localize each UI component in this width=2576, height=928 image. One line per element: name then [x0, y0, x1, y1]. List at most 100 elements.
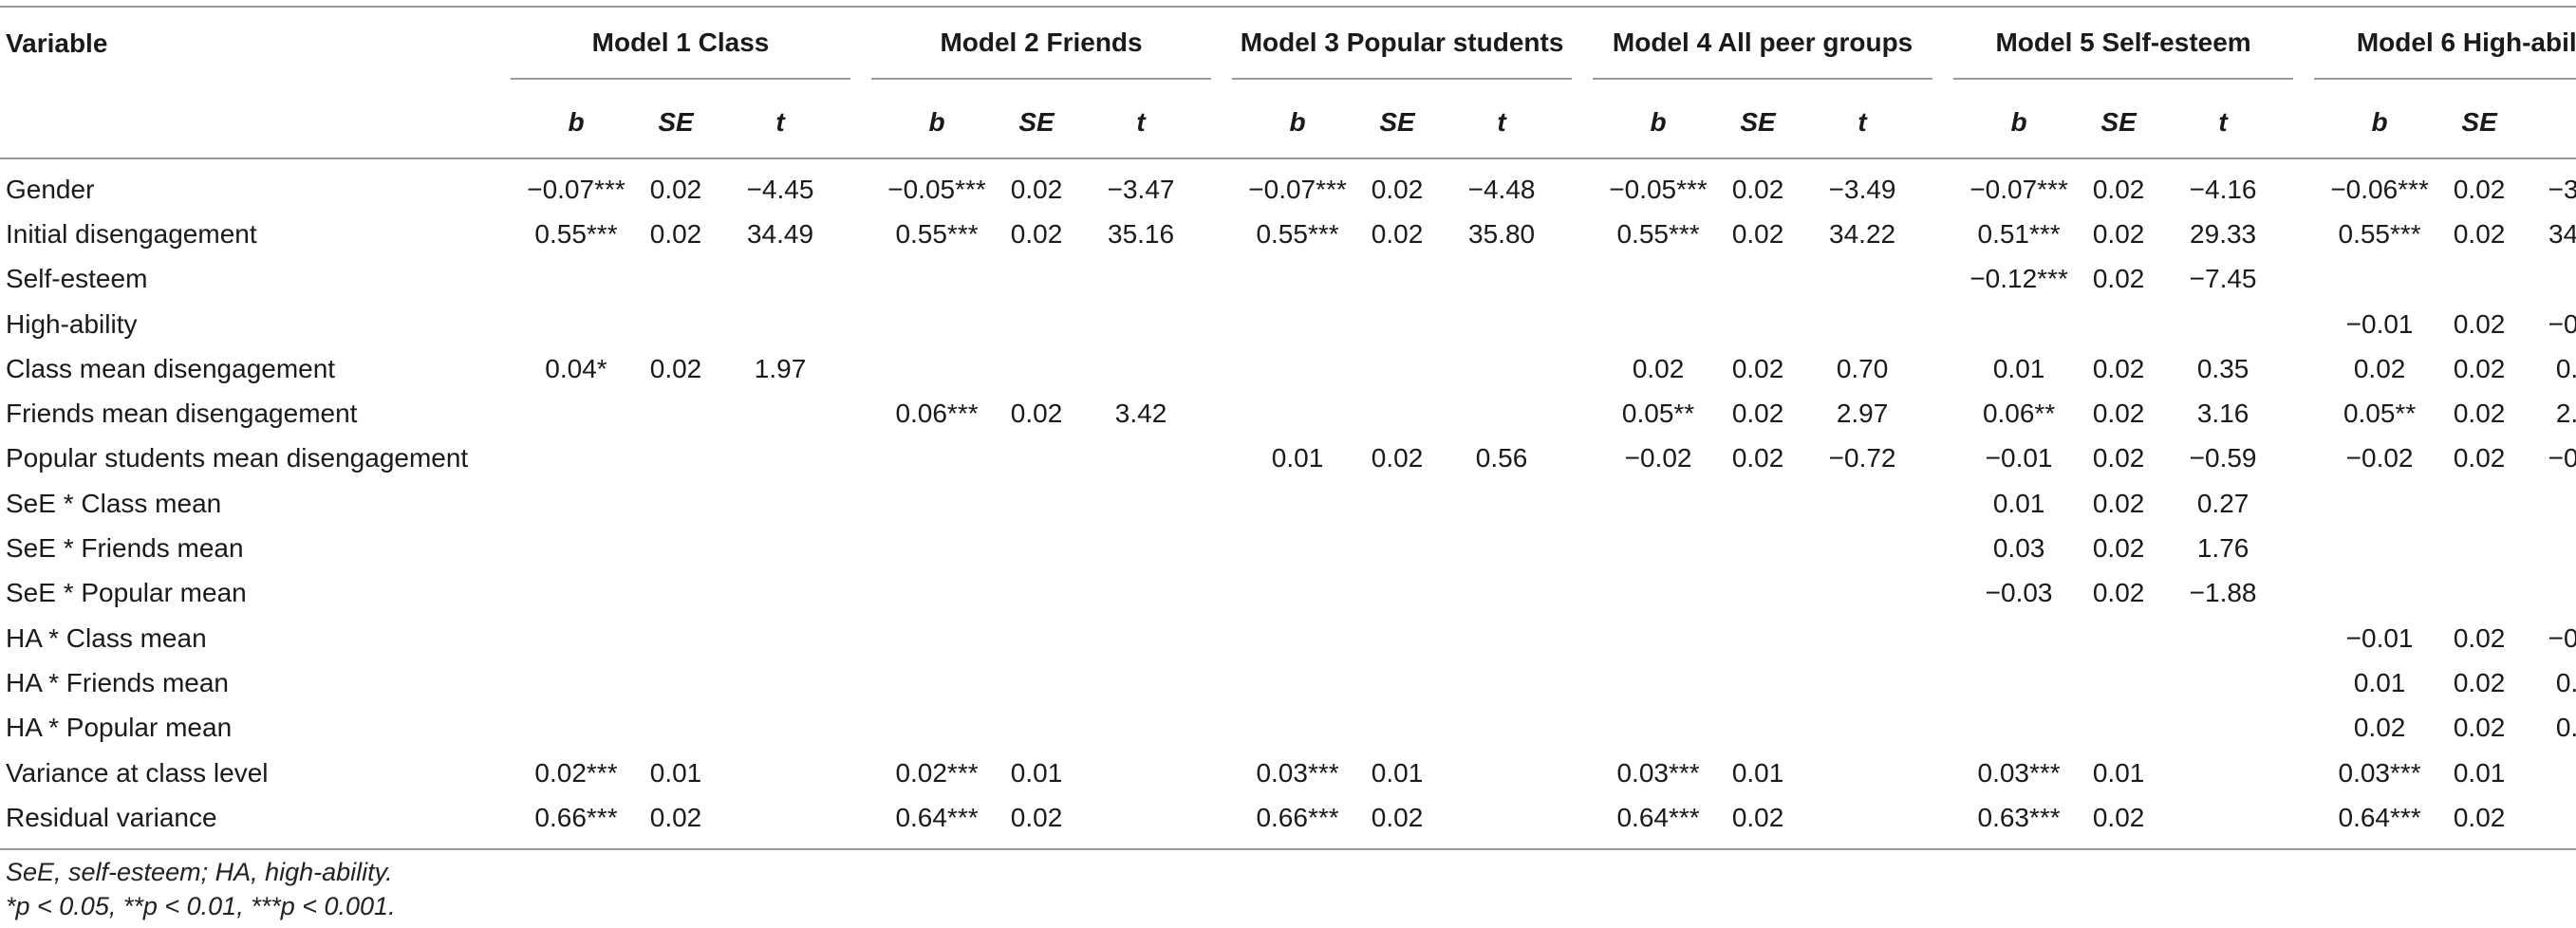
row-label: HA * Popular mean	[6, 713, 233, 743]
cell-model-3-se	[1363, 571, 1431, 616]
cell-model-2-t: 3.42	[1114, 399, 1167, 429]
cell-model-6-b: 0.01	[2353, 667, 2406, 697]
row-label: SeE * Popular mean	[6, 578, 247, 608]
cell-model-4-b	[1593, 706, 1724, 751]
column-spacer	[2293, 257, 2314, 302]
cell-model-3-b: 0.01	[1271, 443, 1324, 473]
cell-model-1-t	[710, 706, 850, 751]
cell-model-5-se: 0.02	[2092, 578, 2145, 608]
column-spacer	[850, 571, 871, 616]
cell-model-4-b: 0.03***	[1616, 757, 1700, 788]
cell-model-1-se	[642, 526, 710, 570]
col-b: b	[2010, 107, 2027, 137]
cell-model-4-t: 2.97	[1836, 399, 1889, 429]
cell-model-5-b	[1953, 616, 2084, 660]
bottom-rule	[0, 848, 2576, 850]
table-row: HA * Popular mean 0.02 0.02 0.90	[0, 706, 2576, 751]
cell-model-5-b: −0.03	[1985, 578, 2053, 608]
cell-model-1-t	[710, 436, 850, 481]
cell-model-4-b	[1593, 571, 1724, 616]
cell-model-6-se	[2445, 571, 2513, 616]
column-spacer	[850, 526, 871, 570]
column-spacer	[1932, 526, 1953, 570]
table-row: Gender −0.07*** 0.02 −4.45 −0.05*** 0.02 −3.47…	[0, 167, 2576, 212]
column-spacer	[850, 795, 871, 840]
cell-model-3-se: 0.02	[1371, 802, 1424, 832]
column-spacer	[1572, 660, 1593, 705]
cell-model-6-t: −0.67	[2548, 308, 2576, 339]
column-spacer	[2293, 795, 2314, 840]
variable-header: Variable	[6, 28, 108, 58]
cell-model-1-se	[642, 616, 710, 660]
cell-model-1-t	[710, 795, 850, 840]
column-spacer	[2293, 346, 2314, 391]
column-spacer	[1932, 616, 1953, 660]
cell-model-1-t	[710, 751, 850, 795]
cell-model-6-b	[2314, 526, 2445, 570]
cell-model-6-se: 0.02	[2453, 218, 2506, 249]
cell-model-6-se: 0.01	[2453, 757, 2506, 788]
cell-model-6-b: 0.02	[2353, 713, 2406, 743]
cell-model-3-se	[1363, 706, 1431, 751]
cell-model-6-se: 0.02	[2453, 308, 2506, 339]
cell-model-6-b: 0.03***	[2338, 757, 2421, 788]
model-2-header: Model 2 Friends	[940, 28, 1143, 57]
cell-model-3-t: 0.56	[1475, 443, 1528, 473]
cell-model-2-t	[1071, 481, 1211, 526]
cell-model-4-se: 0.02	[1731, 353, 1784, 383]
cell-model-6-se	[2445, 526, 2513, 570]
table-row: Friends mean disengagement 0.06*** 0.02 3.4…	[0, 391, 2576, 436]
cell-model-1-t	[710, 616, 850, 660]
cell-model-6-t: −0.60	[2548, 622, 2576, 653]
cell-model-1-se: 0.02	[649, 353, 702, 383]
cell-model-5-t	[2153, 302, 2293, 346]
column-spacer	[850, 302, 871, 346]
cell-model-4-t	[1792, 526, 1932, 570]
column-spacer	[1932, 436, 1953, 481]
cell-model-4-b: 0.02	[1632, 353, 1685, 383]
column-spacer	[1211, 257, 1232, 302]
cell-model-4-se	[1724, 616, 1792, 660]
cell-model-1-t: 1.97	[754, 353, 807, 383]
cell-model-3-se: 0.02	[1371, 443, 1424, 473]
cell-model-1-se	[642, 706, 710, 751]
cell-model-6-t	[2513, 481, 2576, 526]
column-spacer	[1572, 302, 1593, 346]
column-spacer	[1211, 526, 1232, 570]
cell-model-6-b: −0.01	[2345, 308, 2414, 339]
column-spacer	[1211, 212, 1232, 256]
col-b: b	[2371, 107, 2388, 137]
cell-model-1-t: 34.49	[746, 218, 814, 249]
cell-model-4-b: 0.05**	[1621, 399, 1695, 429]
cell-model-2-se	[1002, 436, 1071, 481]
cell-model-2-b	[871, 436, 1002, 481]
cell-model-4-t: −3.49	[1828, 174, 1896, 204]
cell-model-3-t	[1431, 391, 1572, 436]
cell-model-1-t	[710, 526, 850, 570]
cell-model-1-se	[642, 391, 710, 436]
column-spacer	[1572, 795, 1593, 840]
cell-model-3-b	[1232, 571, 1363, 616]
column-spacer	[1932, 706, 1953, 751]
column-spacer	[1932, 391, 1953, 436]
cell-model-4-se	[1724, 257, 1792, 302]
cell-model-4-se	[1724, 526, 1792, 570]
cell-model-3-b	[1232, 391, 1363, 436]
regression-table: Variable Model 1 Class Model 2 Friends M…	[0, 8, 2576, 840]
cell-model-6-t	[2513, 751, 2576, 795]
row-label: SeE * Class mean	[6, 488, 222, 518]
cell-model-1-se	[642, 481, 710, 526]
cell-model-4-b: 0.55***	[1616, 218, 1700, 249]
cell-model-2-b	[871, 706, 1002, 751]
column-spacer	[1572, 346, 1593, 391]
cell-model-6-t	[2513, 526, 2576, 570]
column-spacer	[1572, 481, 1593, 526]
row-label: Class mean disengagement	[6, 353, 336, 383]
cell-model-5-t	[2153, 751, 2293, 795]
model-header-underline	[0, 78, 2576, 87]
cell-model-1-b: 0.66***	[534, 802, 618, 832]
table-row: HA * Friends mean 0.01 0.02 0.36	[0, 660, 2576, 705]
column-spacer	[1932, 751, 1953, 795]
column-spacer	[1211, 346, 1232, 391]
cell-model-6-se: 0.02	[2453, 667, 2506, 697]
